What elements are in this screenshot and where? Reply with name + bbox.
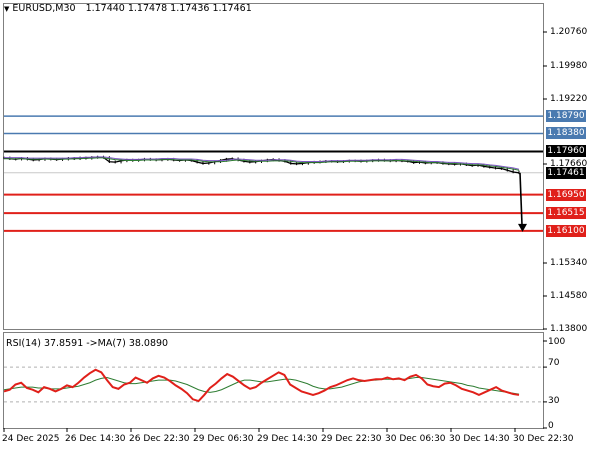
axis-ticks [3,31,547,432]
time-axis-label: 29 Dec 22:30 [321,434,382,444]
time-axis-label: 30 Dec 14:30 [449,434,510,444]
triangle-down-icon[interactable]: ▼ [4,5,10,13]
symbol-timeframe: EURUSD,M30 [12,3,76,14]
rsi-line [3,368,520,403]
level-tag-support-3[interactable]: 1.16100 [546,225,586,237]
rsi-axis-label: 70 [548,358,560,368]
price-ma-line-2 [4,156,520,170]
price-axis-label: 1.14580 [550,291,588,301]
rsi-axis-label: 0 [548,421,554,431]
projection-arrow-head [518,223,527,232]
ohlc-low: 1.17436 [170,3,210,14]
chart-title: ▼ EURUSD,M30 1.17440 1.17478 1.17436 1.1… [4,2,252,16]
time-axis-label: 26 Dec 22:30 [129,434,190,444]
rsi-series-layer [3,368,520,403]
price-ma-line [4,157,520,171]
price-axis-label: 1.15340 [550,258,588,268]
time-axis-label: 24 Dec 2025 [2,434,60,444]
time-axis-label: 29 Dec 14:30 [257,434,318,444]
price-axis-label: 1.19220 [550,94,588,104]
price-series-layer [3,155,527,232]
ohlc-high: 1.17478 [127,3,168,14]
time-axis-label: 26 Dec 14:30 [65,434,126,444]
level-tag-resistance-2[interactable]: 1.18790 [546,110,586,122]
ohlc-open: 1.17440 [85,3,125,14]
rsi-indicator-title: RSI(14) 37.8591 ->MA(7) 38.0890 [6,338,169,349]
projection-arrow-shaft [519,172,523,225]
rsi-axis-label: 30 [548,396,560,406]
time-axis-label: 29 Dec 06:30 [193,434,254,444]
level-tag-pivot[interactable]: 1.17960 [546,145,586,157]
price-axis-label: 1.19980 [550,61,588,71]
level-lines[interactable] [4,115,543,232]
rsi-pane-frame [3,332,544,429]
ohlc-close: 1.17461 [212,3,252,14]
price-axis-label: 1.20760 [550,27,588,37]
price-line [3,156,520,174]
current-price-tag: 1.17461 [546,167,586,179]
level-tag-resistance-1[interactable]: 1.18380 [546,127,586,139]
price-pane-frame [3,3,544,330]
time-axis-label: 30 Dec 22:30 [513,434,574,444]
level-tag-support-2[interactable]: 1.16515 [546,207,586,219]
rsi-axis-label: 100 [548,337,566,347]
time-axis-label: 30 Dec 06:30 [385,434,446,444]
price-axis-label: 1.17660 [550,159,588,169]
level-tag-support-1[interactable]: 1.16950 [546,189,586,201]
price-axis-label: 1.13800 [550,324,588,334]
